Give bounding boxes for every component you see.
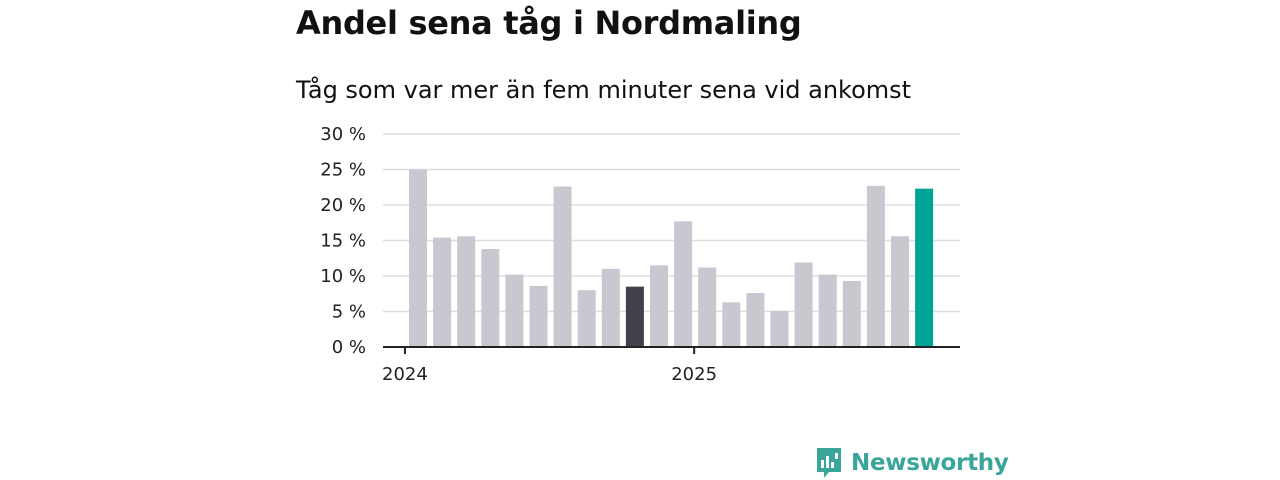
bar-2024-11 bbox=[650, 265, 668, 347]
bar-2024-05 bbox=[505, 274, 524, 347]
newsworthy-logo-icon bbox=[817, 448, 841, 478]
bar-2025-09 bbox=[891, 236, 909, 347]
bar-2024-01 bbox=[409, 169, 427, 347]
chart-title: Andel sena tåg i Nordmaling bbox=[296, 4, 802, 42]
bar-2025-04 bbox=[770, 310, 789, 347]
chart-subtitle: Tåg som var mer än fem minuter sena vid … bbox=[296, 76, 912, 104]
bar-2024-07 bbox=[553, 186, 572, 347]
bar-2024-09 bbox=[601, 268, 620, 347]
y-tick-label: 10 % bbox=[320, 266, 366, 287]
bar-2025-02 bbox=[722, 302, 741, 347]
x-tick-label: 2025 bbox=[671, 364, 717, 385]
bar-2024-12 bbox=[674, 221, 693, 347]
newsworthy-logo: Newsworthy bbox=[815, 446, 1009, 480]
bar-2025-06 bbox=[818, 274, 837, 347]
gridlines bbox=[383, 133, 960, 313]
bar-2025-07 bbox=[842, 280, 861, 347]
bar-2025-10 bbox=[915, 188, 934, 347]
y-tick-label: 30 % bbox=[320, 124, 366, 145]
bar-2025-08 bbox=[866, 185, 885, 347]
bar-2025-03 bbox=[746, 293, 765, 347]
axes: 0 % 5 % 10 % 15 % 20 % 25 % 30 % 2024 2025 bbox=[320, 124, 960, 385]
bar-2024-10 bbox=[625, 286, 644, 347]
bar-2024-06 bbox=[529, 285, 548, 347]
brand-name: Newsworthy bbox=[851, 450, 1009, 476]
y-tick-label: 20 % bbox=[320, 195, 366, 216]
bar-2025-01 bbox=[698, 267, 717, 347]
x-tick-label: 2024 bbox=[382, 364, 428, 385]
y-tick-label: 0 % bbox=[332, 337, 366, 358]
y-tick-label: 5 % bbox=[332, 302, 366, 323]
y-tick-label: 25 % bbox=[320, 160, 366, 181]
bar-2025-05 bbox=[794, 262, 813, 347]
y-tick-label: 15 % bbox=[320, 231, 366, 252]
bar-2024-04 bbox=[481, 249, 500, 347]
bars bbox=[409, 169, 934, 347]
bar-2024-08 bbox=[577, 290, 596, 347]
bar-2024-03 bbox=[457, 236, 476, 347]
bar-2024-02 bbox=[433, 237, 452, 347]
